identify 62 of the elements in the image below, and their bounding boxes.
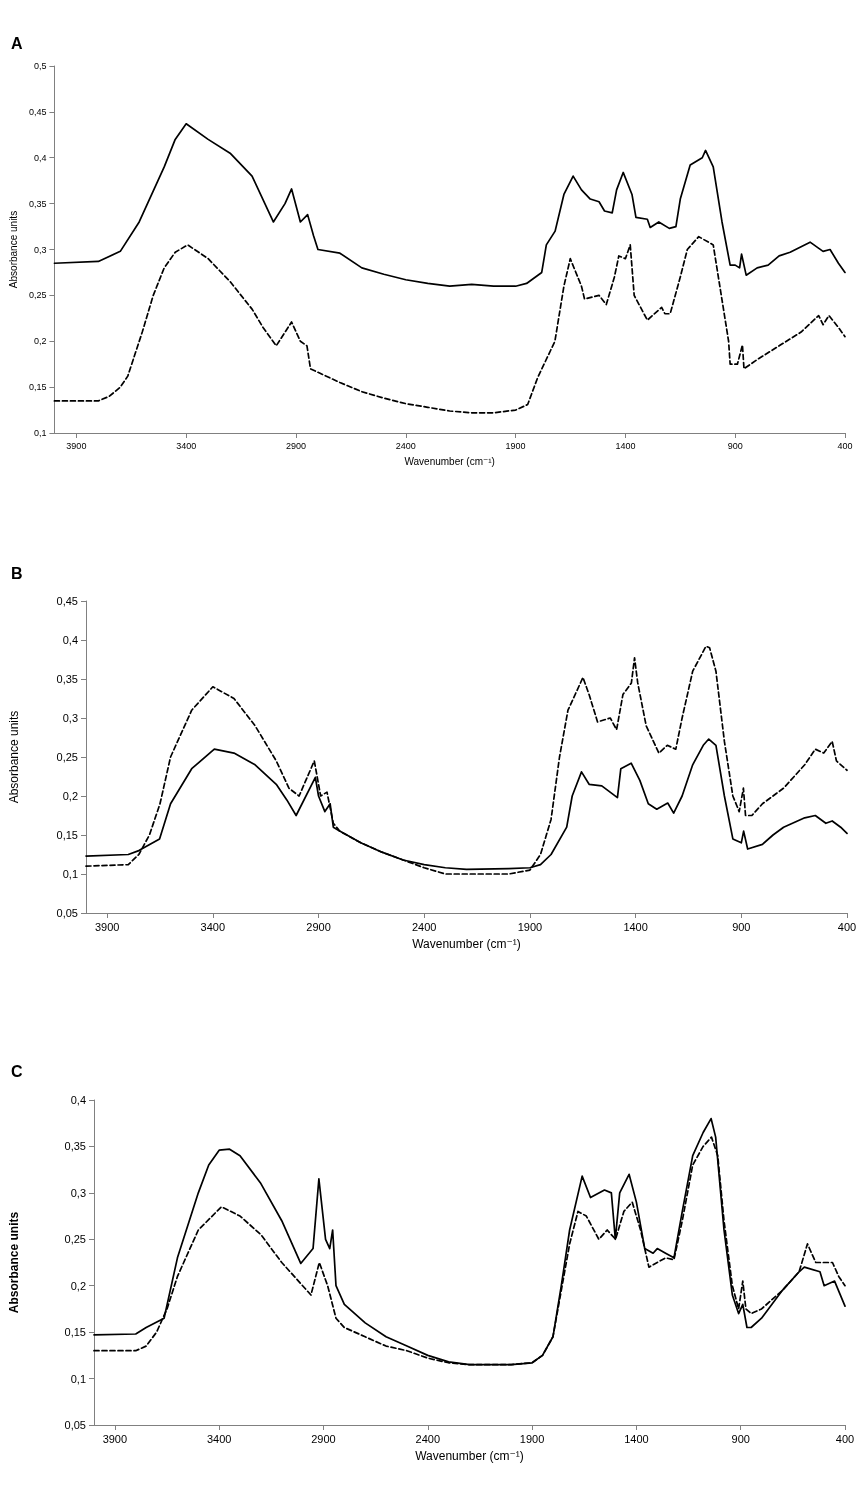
x-tick-label: 1900 — [517, 920, 543, 933]
chart-title: B — [11, 564, 23, 582]
y-tick-label: 0,15 — [56, 829, 78, 841]
x-tick-label: 400 — [835, 1432, 855, 1445]
x-tick-label: 1900 — [505, 440, 526, 451]
x-tick-label: 2400 — [411, 920, 437, 933]
y-tick-label: 0,35 — [64, 1140, 86, 1153]
y-tick-label: 0,45 — [56, 595, 78, 607]
x-axis-title: Wavenumber (cm⁻¹) — [412, 937, 521, 951]
y-tick-label: 0,1 — [33, 428, 47, 438]
x-tick-label: 1400 — [623, 920, 648, 933]
x-tick-label: 3900 — [66, 440, 87, 451]
y-tick-label: 0,4 — [70, 1094, 86, 1106]
x-tick-label: 3400 — [176, 440, 197, 451]
y-tick-label: 0,35 — [28, 198, 47, 209]
x-tick-label: 400 — [837, 440, 853, 451]
x-axis-title: Wavenumber (cm⁻¹) — [404, 455, 495, 467]
y-tick-label: 0,25 — [64, 1233, 86, 1246]
x-tick-label: 3400 — [200, 920, 226, 933]
line-series — [85, 645, 848, 875]
x-tick-label: 1400 — [615, 440, 636, 451]
chart-title: C — [11, 1062, 23, 1080]
y-tick-label: 0,4 — [33, 152, 47, 163]
y-tick-label: 0,2 — [62, 790, 78, 802]
y-tick-label: 0,25 — [56, 751, 78, 763]
x-axis-title: Wavenumber (cm⁻¹) — [415, 1449, 524, 1463]
x-tick-label: 2400 — [415, 1432, 441, 1445]
chart-title: A — [11, 34, 23, 52]
x-tick-label: 1900 — [519, 1432, 545, 1445]
y-tick-label: 0,4 — [62, 634, 78, 646]
line-series — [53, 235, 846, 414]
y-tick-label: 0,2 — [33, 336, 47, 347]
x-tick-label: 3900 — [94, 920, 120, 933]
y-tick-label: 0,1 — [70, 1372, 86, 1385]
line-series — [53, 122, 846, 288]
x-tick-label: 900 — [731, 1432, 750, 1445]
x-tick-label: 400 — [837, 920, 857, 933]
x-tick-label: 2400 — [395, 440, 416, 451]
y-axis-title: Absorbance units — [7, 710, 21, 804]
y-tick-label: 0,5 — [33, 61, 47, 71]
y-tick-label: 0,05 — [64, 1419, 86, 1431]
y-tick-label: 0,05 — [56, 907, 78, 919]
x-tick-label: 3900 — [102, 1432, 128, 1445]
y-tick-label: 0,3 — [62, 712, 78, 724]
y-tick-label: 0,15 — [28, 382, 47, 393]
y-tick-label: 0,35 — [56, 673, 78, 685]
y-tick-label: 0,15 — [64, 1326, 86, 1339]
y-tick-label: 0,2 — [70, 1279, 86, 1292]
x-tick-label: 2900 — [311, 1432, 336, 1445]
y-axis-title: Absorbance units — [7, 210, 19, 289]
y-tick-label: 0,1 — [62, 868, 78, 880]
x-tick-label: 2900 — [285, 440, 306, 451]
x-tick-label: 2900 — [306, 920, 331, 933]
x-tick-label: 900 — [727, 440, 743, 451]
y-tick-label: 0,3 — [33, 244, 47, 255]
y-axis-title: Absorbance units — [7, 1211, 21, 1314]
x-tick-label: 1400 — [624, 1432, 649, 1445]
x-tick-label: 900 — [732, 920, 751, 933]
y-tick-label: 0,25 — [28, 290, 47, 301]
x-tick-label: 3400 — [206, 1432, 232, 1445]
y-tick-label: 0,45 — [28, 106, 47, 117]
y-tick-label: 0,3 — [70, 1186, 86, 1199]
